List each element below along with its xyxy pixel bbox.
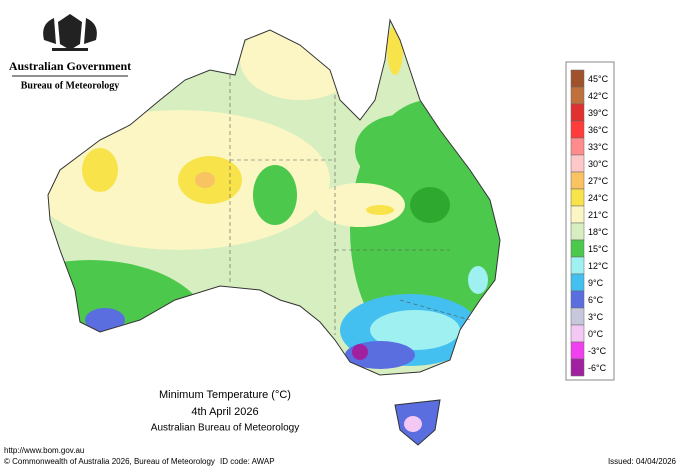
legend-swatch xyxy=(570,358,585,377)
legend-swatch xyxy=(570,137,585,156)
legend-swatch xyxy=(570,188,585,207)
legend-label: 6°C xyxy=(588,295,604,305)
legend-swatch xyxy=(570,86,585,105)
legend: 45°C 42°C 39°C 36°C 33°C 30°C 27°C 24°C 21°C 18°C… xyxy=(570,69,609,377)
id-code: ID code: AWAP xyxy=(220,457,275,466)
legend-label: -3°C xyxy=(588,346,607,356)
legend-label: 36°C xyxy=(588,125,609,135)
url: http://www.bom.gov.au xyxy=(4,446,84,455)
legend-swatch xyxy=(570,222,585,241)
legend-label: 39°C xyxy=(588,108,609,118)
legend-label: 42°C xyxy=(588,91,609,101)
legend-label: 12°C xyxy=(588,261,609,271)
legend-label: 21°C xyxy=(588,210,609,220)
legend-swatch xyxy=(570,239,585,258)
legend-swatch xyxy=(570,290,585,309)
legend-swatch xyxy=(570,171,585,190)
legend-label: 15°C xyxy=(588,244,609,254)
government-name: Australian Government xyxy=(9,59,131,73)
issued: Issued: 04/04/2026 xyxy=(608,457,677,466)
map-title: Minimum Temperature (°C) xyxy=(159,389,291,401)
legend-label: 9°C xyxy=(588,278,604,288)
copyright: © Commonwealth of Australia 2026, Bureau… xyxy=(4,457,215,466)
legend-swatch xyxy=(570,273,585,292)
legend-swatch xyxy=(570,307,585,326)
legend-label: 18°C xyxy=(588,227,609,237)
legend-swatch xyxy=(570,256,585,275)
bureau-name: Bureau of Meteorology xyxy=(21,80,120,91)
legend-label: 27°C xyxy=(588,176,609,186)
legend-label: 30°C xyxy=(588,159,609,169)
legend-label: 3°C xyxy=(588,312,604,322)
map-date: 4th April 2026 xyxy=(191,406,258,418)
legend-swatch xyxy=(570,341,585,360)
legend-swatch xyxy=(570,69,585,88)
legend-swatch xyxy=(570,154,585,173)
legend-swatch xyxy=(570,120,585,139)
crest xyxy=(43,14,97,51)
legend-swatch xyxy=(570,103,585,122)
legend-label: -6°C xyxy=(588,363,607,373)
map-source: Australian Bureau of Meteorology xyxy=(151,423,299,434)
legend-swatch xyxy=(570,205,585,224)
legend-label: 0°C xyxy=(588,329,604,339)
legend-label: 33°C xyxy=(588,142,609,152)
legend-label: 24°C xyxy=(588,193,609,203)
legend-swatch xyxy=(570,324,585,343)
legend-label: 45°C xyxy=(588,74,609,84)
